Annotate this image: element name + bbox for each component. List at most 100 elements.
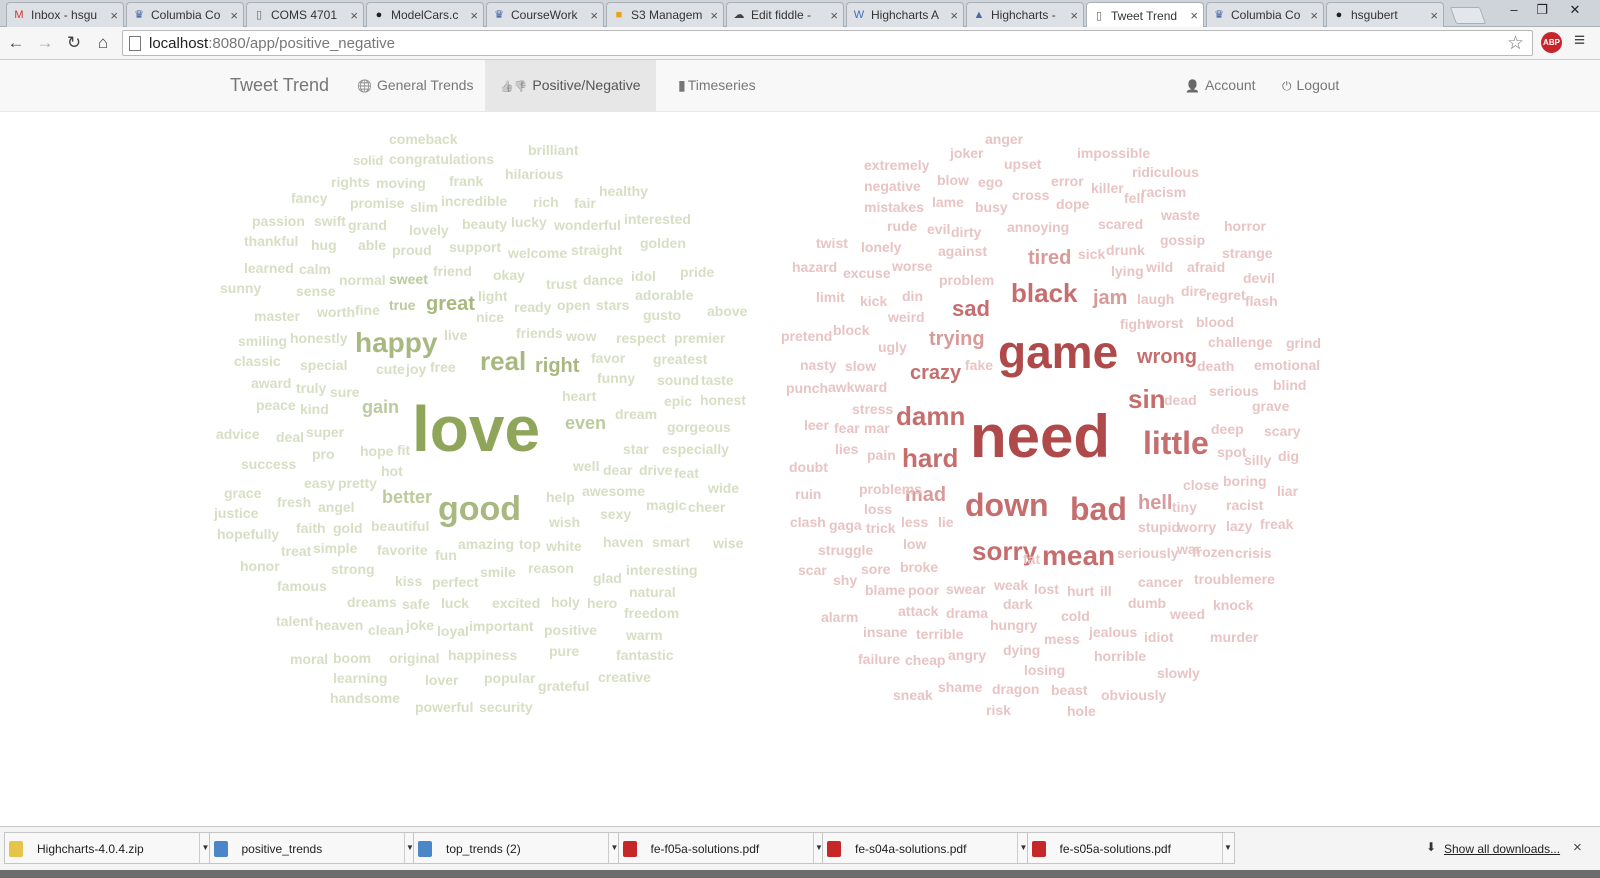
browser-tab[interactable]: M Inbox - hsgu × (6, 2, 124, 27)
negative-word: lies (835, 441, 859, 457)
chevron-down-icon[interactable]: ▼ (1017, 833, 1029, 863)
negative-word: hazard (792, 259, 838, 275)
tab-close-icon[interactable]: × (1430, 7, 1438, 23)
nav-logout[interactable]: ⏻ Logout (1267, 60, 1354, 111)
browser-menu-icon[interactable]: ≡ (1574, 30, 1586, 51)
tab-close-icon[interactable]: × (590, 7, 598, 23)
negative-word: excuse (843, 265, 891, 281)
chevron-down-icon[interactable]: ▼ (608, 833, 620, 863)
download-item[interactable]: Highcharts-4.0.4.zip ▼ (4, 832, 212, 864)
positive-word: passion (252, 213, 305, 229)
tab-close-icon[interactable]: × (470, 7, 478, 23)
globe-icon: 🌐 (357, 79, 372, 93)
positive-word: award (251, 375, 292, 391)
url-host: localhost (149, 35, 209, 52)
positive-word: brilliant (528, 142, 579, 158)
positive-word: true (389, 297, 416, 313)
positive-word: respect (616, 330, 666, 346)
browser-tab[interactable]: ▲ Highcharts - × (966, 2, 1084, 27)
positive-word: drive (639, 462, 673, 478)
negative-word: pretend (781, 328, 833, 344)
home-icon[interactable]: ⌂ (97, 33, 109, 52)
browser-tab[interactable]: ■ S3 Managem × (606, 2, 724, 27)
browser-tab[interactable]: ♛ Columbia Co × (1206, 2, 1324, 27)
browser-tab[interactable]: ♛ Columbia Co × (126, 2, 244, 27)
negative-word: flash (1245, 293, 1278, 309)
positive-word: funny (597, 370, 636, 386)
negative-word: attack (898, 603, 939, 619)
negative-word: lonely (861, 239, 902, 255)
tab-close-icon[interactable]: × (230, 7, 238, 23)
positive-word: pretty (338, 475, 377, 491)
negative-word: dead (1164, 392, 1197, 408)
negative-word: fear (834, 420, 860, 436)
download-item[interactable]: fe-s05a-solutions.pdf ▼ (1026, 832, 1235, 864)
negative-word: error (1051, 173, 1084, 189)
negative-word: broke (900, 559, 939, 575)
app-brand[interactable]: Tweet Trend (230, 75, 330, 95)
download-item[interactable]: fe-s04a-solutions.pdf ▼ (822, 832, 1030, 864)
columbia-crown-icon: ♛ (134, 9, 144, 21)
tab-close-icon[interactable]: × (1070, 7, 1078, 23)
download-item[interactable]: top_trends (2) ▼ (413, 832, 621, 864)
new-tab-button[interactable] (1449, 7, 1487, 24)
nav-positive-negative[interactable]: 👍👎 Positive/Negative (485, 60, 656, 111)
browser-tab[interactable]: ▯ COMS 4701 × (246, 2, 364, 27)
chevron-down-icon[interactable]: ▼ (199, 833, 211, 863)
reload-icon[interactable]: ↻ (66, 33, 82, 52)
bookmark-star-icon[interactable]: ☆ (1506, 33, 1524, 54)
adblock-plus-icon[interactable]: ABP (1541, 32, 1562, 53)
positive-word: good (438, 490, 522, 528)
negative-word: failure (858, 651, 901, 667)
nav-general-trends[interactable]: 🌐 General Trends (342, 60, 488, 111)
forward-arrow-icon[interactable]: → (36, 33, 54, 52)
address-bar[interactable]: localhost:8080/app/positive_negative ☆ (122, 30, 1533, 56)
positive-word: able (358, 237, 387, 253)
positive-word: hero (587, 595, 618, 611)
restore-window-button[interactable]: ❐ (1536, 2, 1548, 17)
browser-tab[interactable]: ● hsgubert × (1326, 2, 1444, 27)
page-icon: ▯ (1095, 9, 1103, 22)
tab-close-icon[interactable]: × (1190, 8, 1198, 23)
show-all-downloads-link[interactable]: Show all downloads... (1444, 842, 1561, 856)
browser-tab[interactable]: ● ModelCars.c × (366, 2, 484, 27)
positive-word: above (707, 303, 748, 319)
positive-word: normal (339, 272, 386, 288)
download-filename: top_trends (2) (446, 842, 521, 856)
chevron-down-icon[interactable]: ▼ (1221, 833, 1234, 863)
positive-word: sound (657, 372, 699, 388)
negative-word: mess (1044, 631, 1080, 647)
tab-close-icon[interactable]: × (830, 7, 838, 23)
browser-tab[interactable]: ▯ Tweet Trend × (1086, 2, 1204, 28)
browser-tab[interactable]: ♛ CourseWork × (486, 2, 604, 27)
tab-close-icon[interactable]: × (710, 7, 718, 23)
close-downloads-bar-icon[interactable]: × (1573, 839, 1582, 856)
browser-tab[interactable]: ☁ Edit fiddle - × (726, 2, 844, 27)
back-arrow-icon[interactable]: ← (7, 33, 25, 52)
positive-word: fine (355, 302, 380, 318)
minimize-window-button[interactable]: ‒ (1510, 2, 1518, 17)
positive-word: interested (624, 211, 691, 227)
download-item[interactable]: positive_trends ▼ (208, 832, 417, 864)
close-window-button[interactable]: ✕ (1569, 2, 1581, 17)
negative-word: grave (1252, 398, 1290, 414)
positive-word: happiness (448, 647, 518, 663)
tab-close-icon[interactable]: × (350, 7, 358, 23)
download-item[interactable]: fe-f05a-solutions.pdf ▼ (617, 832, 826, 864)
nav-account[interactable]: 👤 Account (1170, 60, 1271, 111)
url-text[interactable]: localhost:8080/app/positive_negative (149, 35, 395, 52)
zip-file-icon (9, 841, 23, 857)
negative-word: fat (1023, 551, 1041, 567)
browser-tab[interactable]: W Highcharts A × (846, 2, 964, 27)
tab-close-icon[interactable]: × (950, 7, 958, 23)
positive-word: wise (713, 535, 744, 551)
chevron-down-icon[interactable]: ▼ (403, 833, 416, 863)
tab-close-icon[interactable]: × (110, 7, 118, 23)
negative-word: wild (1146, 259, 1174, 275)
tab-close-icon[interactable]: × (1310, 7, 1318, 23)
nav-timeseries[interactable]: ▮ Timeseries (663, 60, 771, 111)
negative-word: sore (861, 561, 891, 577)
positive-word: perfect (432, 574, 479, 590)
chevron-down-icon[interactable]: ▼ (812, 833, 825, 863)
negative-word: boring (1223, 473, 1267, 489)
